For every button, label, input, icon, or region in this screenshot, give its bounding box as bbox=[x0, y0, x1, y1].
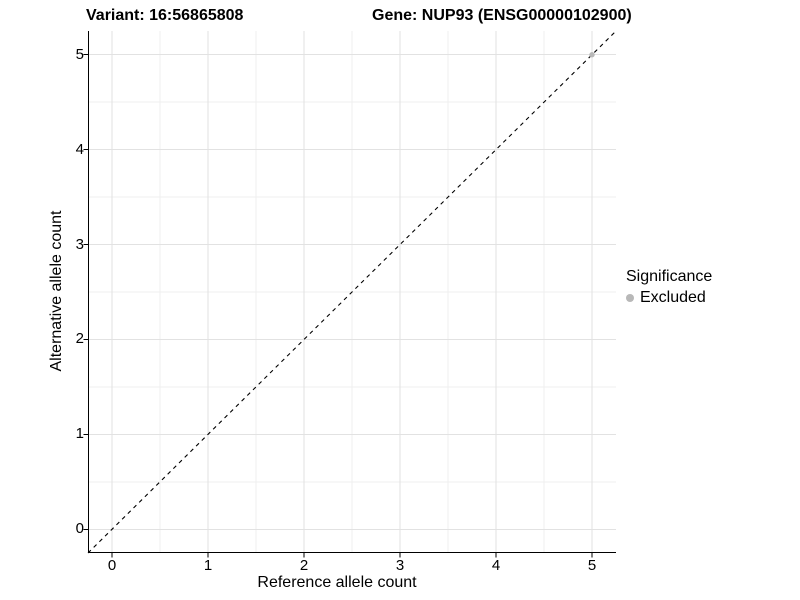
x-tick-label: 4 bbox=[491, 557, 501, 574]
y-tick-label: 5 bbox=[75, 45, 84, 63]
data-point-excluded bbox=[589, 52, 595, 58]
legend-title: Significance bbox=[626, 268, 713, 285]
y-tick-label: 3 bbox=[75, 235, 84, 253]
plot-svg bbox=[83, 30, 617, 558]
x-tick-label: 1 bbox=[203, 557, 213, 574]
y-axis-title: Alternative allele count bbox=[48, 210, 65, 372]
x-tick-label: 3 bbox=[395, 557, 405, 574]
x-axis-title: Reference allele count bbox=[257, 574, 417, 591]
y-tick-label: 2 bbox=[75, 330, 84, 348]
legend-entry-label: Excluded bbox=[640, 289, 706, 306]
variant-title: Variant: 16:56865808 bbox=[86, 7, 244, 24]
legend-entry-excluded: Excluded bbox=[626, 289, 712, 307]
legend: Significance Excluded bbox=[626, 267, 712, 307]
x-tick-label: 5 bbox=[587, 557, 597, 574]
y-tick-label: 0 bbox=[75, 520, 84, 538]
y-tick-label: 1 bbox=[75, 425, 84, 443]
x-tick-label: 0 bbox=[107, 557, 117, 574]
plot-panel bbox=[83, 30, 617, 558]
y-tick-label: 4 bbox=[75, 140, 84, 158]
excluded-point-icon bbox=[626, 294, 634, 302]
x-tick-label: 2 bbox=[299, 557, 309, 574]
gene-title: Gene: NUP93 (ENSG00000102900) bbox=[372, 7, 632, 24]
identity-reference-line bbox=[87, 30, 617, 554]
